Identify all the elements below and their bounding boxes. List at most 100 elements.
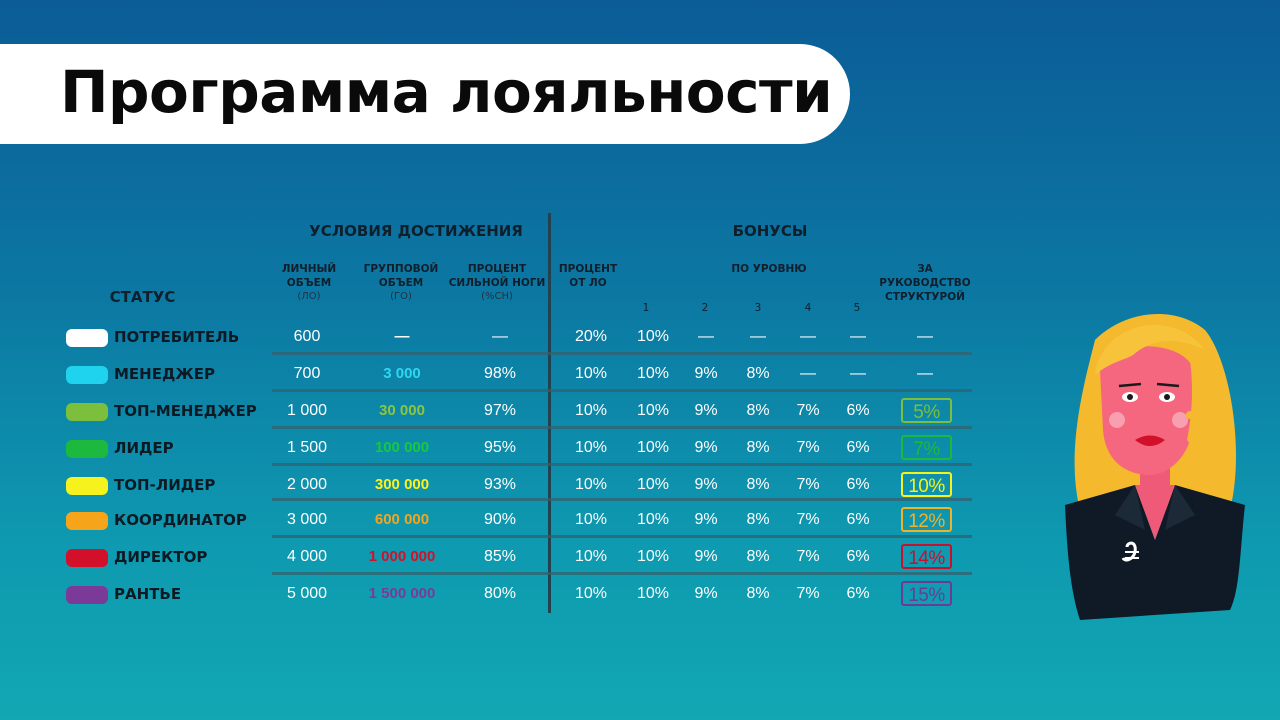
cell-sn: 85% bbox=[483, 548, 517, 565]
cell-l5: 6% bbox=[846, 476, 870, 493]
cell-sn: 80% bbox=[483, 585, 517, 602]
title-banner bbox=[0, 44, 850, 144]
percent-lo-header: ПРОЦЕНТ ОТ ЛО bbox=[558, 263, 618, 289]
management-bonus-badge: 15% bbox=[901, 581, 952, 606]
cell-l3: — bbox=[750, 328, 766, 345]
row-separator bbox=[272, 389, 972, 392]
cell-sn: 90% bbox=[483, 511, 517, 528]
cell-go: 300 000 bbox=[374, 476, 430, 493]
cell-l2: 9% bbox=[694, 365, 718, 382]
cell-l2: — bbox=[698, 328, 714, 345]
cell-pct: 10% bbox=[574, 402, 608, 419]
management-bonus-badge: 5% bbox=[901, 398, 952, 423]
cell-l1: 10% bbox=[636, 365, 670, 382]
cell-go: 600 000 bbox=[374, 511, 430, 528]
cell-pct: 10% bbox=[574, 585, 608, 602]
status-color-swatch bbox=[66, 440, 108, 458]
cell-sn: 97% bbox=[483, 402, 517, 419]
cell-lo: 1 500 bbox=[286, 439, 328, 456]
status-label: ПОТРЕБИТЕЛЬ bbox=[114, 328, 240, 346]
cell-l4: 7% bbox=[796, 402, 820, 419]
cell-go: 30 000 bbox=[379, 402, 425, 419]
cell-l3: 8% bbox=[746, 511, 770, 528]
status-label: ЛИДЕР bbox=[114, 439, 174, 457]
cell-l3: 8% bbox=[746, 476, 770, 493]
strong-leg-abbr: (%СН) bbox=[481, 291, 513, 302]
cell-go: 3 000 bbox=[383, 365, 421, 382]
management-header: ЗА РУКОВОДСТВО СТРУКТУРОЙ bbox=[879, 263, 971, 303]
cell-l1: 10% bbox=[636, 511, 670, 528]
page-title: Программа лояльности bbox=[60, 58, 833, 126]
cell-l1: 10% bbox=[636, 476, 670, 493]
row-separator bbox=[272, 352, 972, 355]
cell-l2: 9% bbox=[694, 511, 718, 528]
status-label: МЕНЕДЖЕР bbox=[114, 365, 215, 383]
cell-lo: 5 000 bbox=[286, 585, 328, 602]
cell-l2: 9% bbox=[694, 585, 718, 602]
group-volume-abbr: (ГО) bbox=[390, 291, 412, 302]
row-separator bbox=[272, 426, 972, 429]
cell-lo: 4 000 bbox=[286, 548, 328, 565]
cell-l4: 7% bbox=[796, 439, 820, 456]
cell-pct: 10% bbox=[574, 476, 608, 493]
cell-l5: 6% bbox=[846, 402, 870, 419]
status-color-swatch bbox=[66, 586, 108, 604]
personal-volume-header: ЛИЧНЫЙ ОБЪЕМ (ЛО) bbox=[275, 262, 343, 304]
cell-l1: 10% bbox=[636, 328, 670, 345]
cell-l2: 9% bbox=[694, 402, 718, 419]
cell-pct: 10% bbox=[574, 511, 608, 528]
cell-l5: 6% bbox=[846, 585, 870, 602]
cell-lo: 2 000 bbox=[286, 476, 328, 493]
cell-l3: 8% bbox=[746, 365, 770, 382]
status-color-swatch bbox=[66, 403, 108, 421]
level-1-header: 1 bbox=[642, 302, 650, 314]
cell-l4: — bbox=[800, 328, 816, 345]
management-bonus-badge: 7% bbox=[901, 435, 952, 460]
cell-l4: 7% bbox=[796, 511, 820, 528]
row-separator bbox=[272, 535, 972, 538]
cell-l5: 6% bbox=[846, 548, 870, 565]
cell-mgmt: — bbox=[917, 328, 933, 345]
status-label: ДИРЕКТОР bbox=[114, 548, 208, 566]
conditions-header: УСЛОВИЯ ДОСТИЖЕНИЯ bbox=[309, 222, 523, 240]
cell-l5: — bbox=[850, 365, 866, 382]
cell-lo: 3 000 bbox=[286, 511, 328, 528]
cell-l2: 9% bbox=[694, 548, 718, 565]
cell-l3: 8% bbox=[746, 402, 770, 419]
status-label: ТОП-МЕНЕДЖЕР bbox=[114, 402, 257, 420]
management-bonus-badge: 14% bbox=[901, 544, 952, 569]
cell-l3: 8% bbox=[746, 439, 770, 456]
cell-go: — bbox=[394, 328, 410, 345]
status-color-swatch bbox=[66, 366, 108, 384]
group-volume-header: ГРУППОВОЙ ОБЪЕМ (ГО) bbox=[360, 262, 442, 304]
by-level-header: ПО УРОВНЮ bbox=[731, 263, 807, 275]
cell-sn: 98% bbox=[483, 365, 517, 382]
row-separator bbox=[272, 498, 972, 501]
level-3-header: 3 bbox=[754, 302, 762, 314]
strong-leg-header: ПРОЦЕНТ СИЛЬНОЙ НОГИ (%СН) bbox=[448, 262, 546, 304]
cell-pct: 10% bbox=[574, 439, 608, 456]
cell-l1: 10% bbox=[636, 402, 670, 419]
status-color-swatch bbox=[66, 512, 108, 530]
cell-l1: 10% bbox=[636, 585, 670, 602]
cell-l4: 7% bbox=[796, 476, 820, 493]
row-separator bbox=[272, 463, 972, 466]
cell-l4: 7% bbox=[796, 548, 820, 565]
bonuses-header: БОНУСЫ bbox=[732, 222, 808, 240]
status-label: ТОП-ЛИДЕР bbox=[114, 476, 216, 494]
cell-pct: 20% bbox=[574, 328, 608, 345]
cell-l1: 10% bbox=[636, 548, 670, 565]
cell-l5: 6% bbox=[846, 439, 870, 456]
group-volume-title: ГРУППОВОЙ ОБЪЕМ bbox=[363, 263, 439, 289]
strong-leg-title: ПРОЦЕНТ СИЛЬНОЙ НОГИ bbox=[448, 263, 546, 289]
cell-lo: 700 bbox=[293, 365, 321, 382]
row-separator bbox=[272, 572, 972, 575]
status-color-swatch bbox=[66, 477, 108, 495]
woman-avatar-illustration bbox=[1065, 313, 1245, 620]
cell-pct: 10% bbox=[574, 548, 608, 565]
cell-go: 100 000 bbox=[374, 439, 430, 456]
cell-l2: 9% bbox=[694, 476, 718, 493]
management-bonus-badge: 12% bbox=[901, 507, 952, 532]
level-2-header: 2 bbox=[701, 302, 709, 314]
cell-l4: — bbox=[800, 365, 816, 382]
